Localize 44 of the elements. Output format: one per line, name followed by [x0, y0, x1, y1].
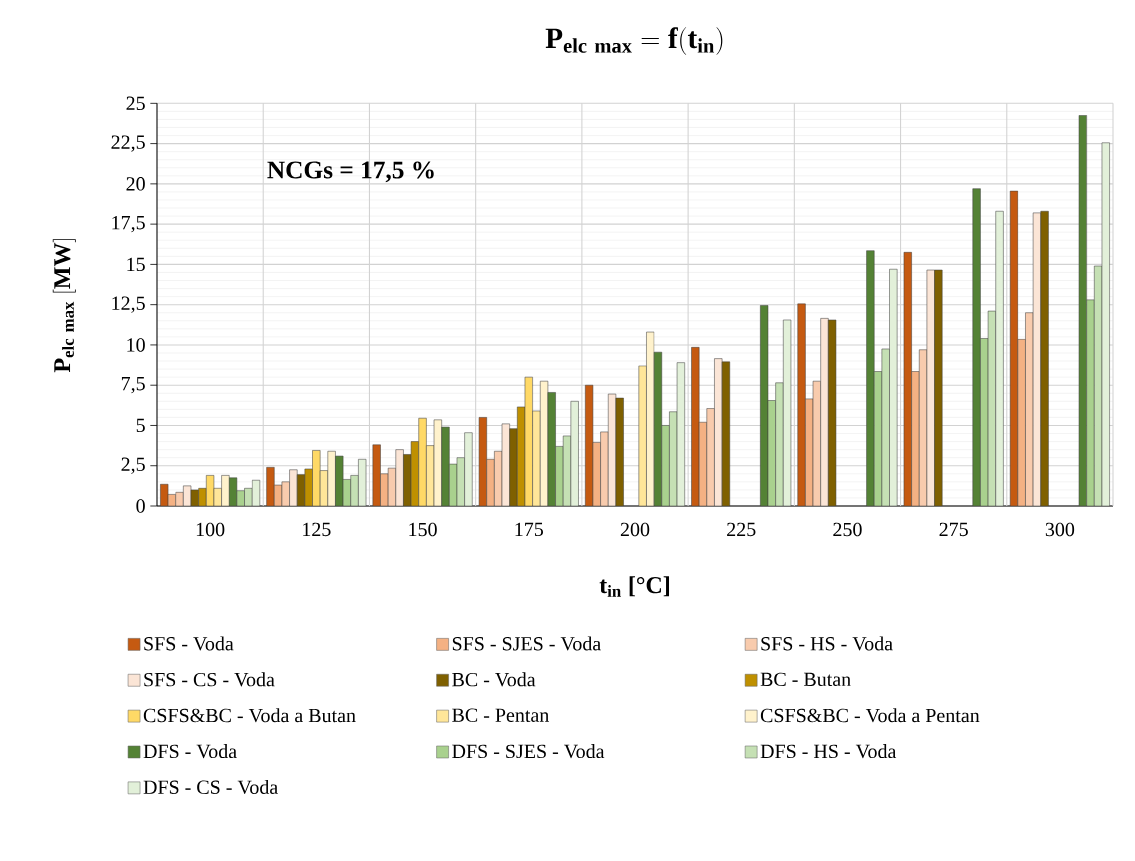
- x-tick-label: 275: [939, 522, 968, 537]
- legend-label: DFS - CS - Voda: [143, 779, 278, 795]
- y-tick-label: 0: [136, 499, 145, 513]
- bar: [972, 188, 981, 506]
- bar: [820, 318, 829, 506]
- y-tick-label: 15: [127, 257, 145, 272]
- legend-label: CSFS&BC - Voda a Butan: [143, 708, 356, 723]
- chart-title: $\mathbf{P_{elc\ max} = f(t_{in})}$: [545, 27, 723, 55]
- y-tick-label: 10: [127, 338, 145, 352]
- y-tick-label: 22,5: [111, 135, 145, 152]
- y-tick-label: 7,5: [121, 377, 145, 394]
- legend-label: SFS - SJES - Voda: [452, 636, 601, 651]
- x-tick-label: 175: [515, 522, 543, 537]
- legend-label: CSFS&BC - Voda a Pentan: [760, 708, 980, 723]
- x-tick-label: 225: [727, 522, 756, 537]
- legend-label: DFS - Voda: [143, 744, 237, 759]
- bar: [706, 408, 715, 506]
- y-axis-title: $\mathbf{P_{elc\ max}\ [MW]}$: [52, 239, 76, 373]
- legend-label: SFS - Voda: [144, 636, 234, 651]
- x-tick-label: 100: [196, 522, 225, 537]
- x-axis-title: t$_{in}$ [°C]: [599, 576, 670, 597]
- legend-label: DFS - HS - Voda: [760, 744, 897, 759]
- legend-label: SFS - HS - Voda: [761, 636, 893, 651]
- legend-label: BC - Voda: [452, 672, 536, 687]
- legend-label: BC - Pentan: [452, 708, 550, 722]
- y-tick-label: 12,5: [112, 296, 145, 313]
- y-tick-label: 20: [126, 177, 145, 191]
- x-tick-label: 250: [833, 522, 862, 537]
- y-tick-label: 5: [136, 418, 145, 433]
- bar: [661, 425, 670, 506]
- y-tick-label: 2,5: [121, 457, 145, 474]
- x-tick-label: 150: [409, 522, 437, 537]
- bar: [1086, 299, 1095, 506]
- legend-label: DFS - SJES - Voda: [452, 744, 605, 759]
- x-tick-label: 125: [303, 522, 331, 537]
- x-tick-label: 200: [620, 522, 650, 537]
- y-tick-label: 25: [126, 96, 145, 111]
- bar: [418, 417, 427, 506]
- y-tick-label: 17,5: [112, 216, 145, 233]
- bar: [866, 250, 875, 506]
- x-tick-label: 300: [1045, 522, 1075, 537]
- legend-label: BC - Butan: [760, 672, 851, 687]
- legend-label: SFS - CS - Voda: [144, 672, 275, 687]
- annotation: NCGs = 17,5 %: [267, 161, 434, 183]
